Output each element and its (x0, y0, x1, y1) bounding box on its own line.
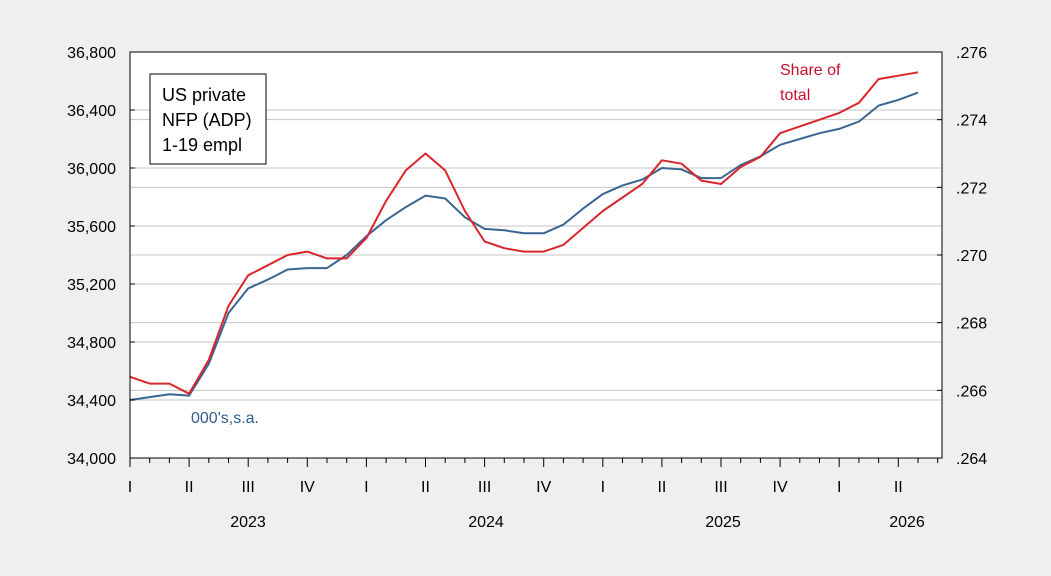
left-tick-label: 36,400 (67, 103, 116, 120)
left-tick-label: 34,000 (67, 451, 116, 468)
x-quarter-label: II (185, 479, 194, 496)
x-quarter-label: I (601, 479, 605, 496)
left-tick-label: 36,000 (67, 161, 116, 178)
label-box-line-3: 1-19 empl (162, 135, 242, 155)
right-tick-label: .268 (956, 316, 987, 333)
x-quarter-label: III (242, 479, 255, 496)
left-tick-label: 35,600 (67, 219, 116, 236)
label-box-line-2: NFP (ADP) (162, 110, 252, 130)
right-tick-label: .264 (956, 451, 987, 468)
label-box-line-1: US private (162, 85, 246, 105)
label-box: US private NFP (ADP) 1-19 empl (149, 73, 267, 165)
right-tick-label: .276 (956, 45, 987, 62)
left-axis: 34,000 34,400 34,800 35,200 35,600 36,000 36,4… (67, 45, 135, 468)
x-quarter-label: II (421, 479, 430, 496)
left-tick-label: 35,200 (67, 277, 116, 294)
x-quarter-label: I (364, 479, 368, 496)
x-quarter-label: IV (300, 479, 315, 496)
left-tick-label: 36,800 (67, 45, 116, 62)
x-year-label: 2023 (230, 514, 266, 531)
x-quarter-label: IV (536, 479, 551, 496)
x-year-label: 2026 (889, 514, 925, 531)
series-line-share (129, 71, 919, 395)
share-label-line-1: Share of (780, 62, 841, 79)
x-quarter-label: IV (773, 479, 788, 496)
series-layer (129, 71, 919, 401)
right-axis: .264 .266 .268 .270 .272 .274 .276 (937, 45, 987, 468)
x-quarter-label: III (714, 479, 727, 496)
series-line-employment (129, 91, 919, 401)
right-tick-label: .272 (956, 180, 987, 197)
right-tick-label: .270 (956, 248, 987, 265)
left-tick-label: 34,800 (67, 335, 116, 352)
x-year-label: 2024 (468, 514, 504, 531)
x-year-label: 2025 (705, 514, 741, 531)
right-tick-label: .274 (956, 113, 987, 130)
left-unit-label: 000's,s.a. (191, 410, 259, 427)
gridlines (130, 109, 942, 401)
x-quarter-label: III (478, 479, 491, 496)
x-quarter-label: I (128, 479, 132, 496)
left-tick-label: 34,400 (67, 393, 116, 410)
right-tick-label: .266 (956, 383, 987, 400)
label-box-frame (149, 73, 267, 165)
x-quarter-label: II (657, 479, 666, 496)
x-quarter-label: I (837, 479, 841, 496)
share-label-line-2: total (780, 87, 810, 104)
x-quarter-label: II (894, 479, 903, 496)
